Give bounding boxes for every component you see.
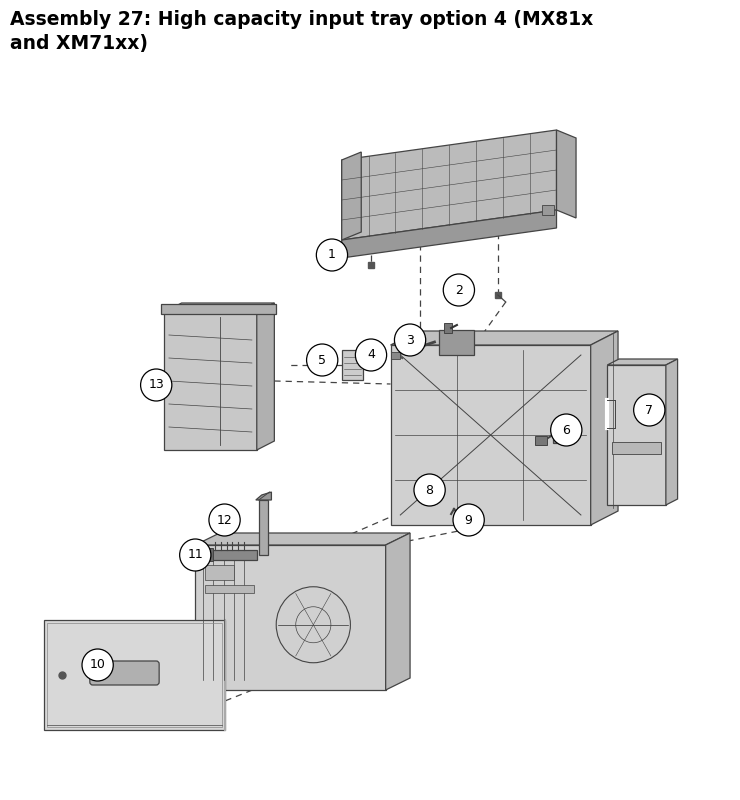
Polygon shape bbox=[608, 365, 666, 505]
Bar bbox=[205, 548, 213, 561]
Text: 9: 9 bbox=[465, 514, 473, 526]
Circle shape bbox=[414, 474, 445, 506]
Polygon shape bbox=[342, 130, 556, 240]
Bar bbox=[612, 442, 661, 454]
Text: 2: 2 bbox=[455, 283, 462, 297]
Circle shape bbox=[141, 369, 172, 401]
Bar bbox=[391, 352, 400, 359]
Polygon shape bbox=[164, 303, 275, 312]
Bar bbox=[210, 550, 257, 560]
Bar bbox=[47, 623, 222, 727]
Circle shape bbox=[443, 274, 474, 306]
Polygon shape bbox=[342, 152, 361, 240]
Bar bbox=[259, 500, 269, 555]
Polygon shape bbox=[666, 359, 678, 505]
Text: 6: 6 bbox=[562, 423, 571, 437]
Bar bbox=[342, 350, 363, 380]
Bar bbox=[440, 330, 474, 355]
Bar bbox=[44, 620, 224, 730]
Text: 12: 12 bbox=[217, 514, 232, 526]
Text: 11: 11 bbox=[187, 549, 204, 562]
Circle shape bbox=[355, 339, 386, 371]
Circle shape bbox=[180, 539, 211, 571]
Circle shape bbox=[82, 649, 113, 681]
Circle shape bbox=[209, 504, 240, 536]
Bar bbox=[161, 304, 276, 314]
Text: 10: 10 bbox=[90, 658, 106, 671]
Polygon shape bbox=[256, 492, 272, 500]
Circle shape bbox=[453, 504, 484, 536]
Bar bbox=[542, 205, 554, 215]
Polygon shape bbox=[342, 210, 556, 258]
Polygon shape bbox=[591, 331, 618, 525]
Text: 3: 3 bbox=[406, 334, 414, 346]
Text: Assembly 27: High capacity input tray option 4 (MX81x
and XM71xx): Assembly 27: High capacity input tray op… bbox=[10, 10, 593, 54]
Text: 4: 4 bbox=[367, 349, 375, 362]
Polygon shape bbox=[257, 303, 275, 450]
Polygon shape bbox=[391, 331, 618, 345]
Polygon shape bbox=[164, 312, 257, 450]
Bar bbox=[444, 323, 452, 333]
Text: 8: 8 bbox=[425, 483, 434, 497]
Bar bbox=[420, 487, 437, 500]
Polygon shape bbox=[391, 345, 591, 525]
Text: 1: 1 bbox=[328, 249, 336, 262]
Bar bbox=[553, 427, 574, 443]
Polygon shape bbox=[608, 359, 678, 365]
Circle shape bbox=[306, 344, 338, 376]
Circle shape bbox=[633, 394, 665, 426]
Bar bbox=[457, 515, 479, 529]
Circle shape bbox=[394, 324, 425, 356]
Polygon shape bbox=[195, 545, 386, 690]
Text: 7: 7 bbox=[645, 403, 653, 417]
Bar bbox=[205, 565, 235, 580]
Bar bbox=[205, 585, 254, 593]
Circle shape bbox=[316, 239, 348, 271]
FancyBboxPatch shape bbox=[90, 661, 159, 685]
Polygon shape bbox=[556, 130, 576, 218]
Text: 5: 5 bbox=[318, 354, 326, 366]
Bar bbox=[535, 436, 547, 445]
Polygon shape bbox=[386, 533, 410, 690]
Circle shape bbox=[551, 414, 582, 446]
Text: 13: 13 bbox=[148, 378, 164, 391]
Polygon shape bbox=[195, 533, 410, 545]
